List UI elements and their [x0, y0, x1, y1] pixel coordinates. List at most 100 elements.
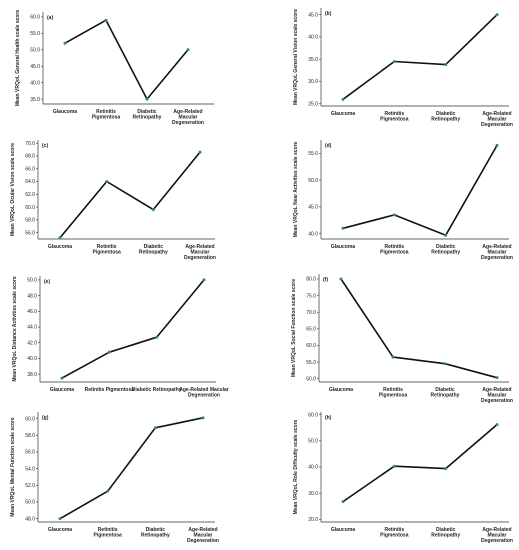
data-point — [444, 467, 448, 471]
x-tick-label: Glaucoma — [331, 527, 355, 533]
y-tick-label: 64.0 — [25, 179, 35, 185]
x-tick-label: Glaucoma — [48, 527, 72, 533]
panel-label: (a) — [47, 15, 53, 21]
y-tick-label: 50.0 — [308, 439, 318, 445]
data-point — [495, 376, 499, 380]
x-tick-label: Age-Related Macular Degeneration — [179, 387, 229, 399]
x-tick-label: Retinitis Pigmentosa — [92, 109, 121, 121]
y-tick-label: 62.0 — [25, 192, 35, 198]
data-point — [495, 143, 499, 147]
x-tick-label: Diabetic Retinopathy — [141, 527, 170, 539]
y-tick-label: 35.0 — [308, 57, 318, 63]
y-tick-label: 55.0 — [30, 31, 40, 37]
x-tick-label: Age-Related Macular Degeneration — [187, 527, 219, 544]
series-line — [340, 278, 498, 379]
x-tick-label: Diabetic Retinopathy — [431, 527, 460, 539]
y-tick-label: 40.0 — [27, 356, 37, 362]
x-tick-label: Age-Related Macular Degeneration — [172, 109, 204, 126]
data-point — [104, 18, 108, 22]
y-tick-label: 60.0 — [306, 343, 316, 349]
x-tick-label: Retinitis Pigmentosa — [92, 244, 121, 256]
data-point — [392, 213, 396, 217]
data-point — [495, 423, 499, 427]
series-line — [342, 423, 498, 503]
data-point — [392, 59, 396, 63]
y-tick-label: 40.0 — [308, 35, 318, 41]
panel-label: (f) — [323, 277, 328, 283]
y-tick-label: 38.0 — [27, 372, 37, 378]
y-tick-label: 75.0 — [306, 293, 316, 299]
chart-panel-8: (h) 20.0 30.0 40.0 50.0 60.0 Mean VRQoL Role D… — [293, 412, 513, 544]
series-line — [64, 19, 189, 100]
x-tick-label: Retinitis Pigmentosa — [379, 387, 408, 399]
y-tick-label: 50.0 — [27, 278, 37, 284]
y-tick-label: 42.0 — [27, 340, 37, 346]
y-tick-label: 48.0 — [25, 516, 35, 522]
series-line — [59, 151, 201, 239]
data-point — [392, 464, 396, 468]
data-point — [341, 226, 345, 230]
y-tick-label: 25.0 — [308, 101, 318, 107]
panel-label: (g) — [42, 415, 49, 421]
y-tick-label: 66.0 — [25, 166, 35, 172]
y-tick-label: 45.0 — [308, 205, 318, 211]
series-line — [59, 417, 204, 520]
x-tick-label: Diabetic Retinopathy — [132, 387, 182, 393]
y-tick-label: 30.0 — [308, 79, 318, 85]
data-point — [58, 236, 62, 240]
y-tick-label: 80.0 — [306, 277, 316, 283]
y-tick-label: 56.0 — [25, 450, 35, 456]
data-point — [202, 278, 206, 282]
data-point — [495, 13, 499, 17]
y-tick-label: 68.0 — [25, 154, 35, 160]
data-point — [105, 180, 109, 184]
x-tick-label: Retinitis Pigmentosa — [380, 244, 409, 256]
x-tick-label: Retinitis Pigmentosa — [85, 387, 135, 393]
data-point — [339, 277, 343, 281]
x-tick-label: Glaucoma — [53, 109, 77, 115]
y-axis-title: Mean VRQoL General Vision scale score — [293, 9, 299, 105]
panel-label: (e) — [44, 279, 50, 285]
y-tick-label: 44.0 — [27, 325, 37, 331]
panel-label: (c) — [42, 143, 48, 149]
y-tick-label: 50.0 — [308, 178, 318, 184]
data-point — [151, 208, 155, 212]
y-tick-label: 65.0 — [306, 327, 316, 333]
y-tick-label: 60.0 — [308, 412, 318, 418]
x-tick-label: Diabetic Retinopathy — [431, 244, 460, 256]
y-tick-label: 58.0 — [25, 218, 35, 224]
y-axis-title: Mean VRQoL Role Difficulty scale score — [293, 419, 299, 514]
data-point — [155, 335, 159, 339]
x-tick-label: Diabetic Retinopathy — [139, 244, 168, 256]
series-line — [342, 14, 498, 100]
y-axis-title: Mean VRQoL Social Function scale score — [291, 279, 297, 377]
x-tick-label: Retinitis Pigmentosa — [380, 111, 409, 123]
data-point — [58, 517, 62, 521]
x-tick-label: Age-Related Macular Degeneration — [481, 527, 513, 544]
data-point — [444, 233, 448, 237]
x-tick-label: Age-Related Macular Degeneration — [481, 244, 513, 261]
y-tick-label: 58.0 — [25, 433, 35, 439]
panel-label: (b) — [325, 11, 332, 17]
data-point — [444, 63, 448, 67]
chart-panel-2: (b) 25.0 30.0 35.0 40.0 45.0 Mean VRQoL Genera… — [293, 8, 513, 128]
x-tick-label: Age-Related Macular Degeneration — [481, 387, 513, 404]
x-tick-label: Diabetic Retinopathy — [431, 387, 460, 399]
data-point — [198, 150, 202, 154]
x-tick-label: Retinitis Pigmentosa — [380, 527, 409, 539]
y-tick-label: 50.0 — [25, 500, 35, 506]
data-point — [106, 489, 110, 493]
x-tick-label: Glaucoma — [329, 387, 353, 393]
chart-panel-5: (e) 38.0 40.0 42.0 44.0 46.0 48.0 50.0 Mean VRQo… — [12, 276, 229, 399]
data-point — [60, 376, 64, 380]
y-tick-label: 45.0 — [30, 64, 40, 70]
y-tick-label: 55.0 — [308, 151, 318, 157]
x-tick-label: Retinitis Pigmentosa — [93, 527, 122, 539]
y-tick-label: 46.0 — [27, 309, 37, 315]
y-tick-label: 40.0 — [308, 465, 318, 471]
y-tick-label: 45.0 — [308, 12, 318, 18]
x-tick-label: Diabetic Retinopathy — [431, 111, 460, 123]
y-axis-title: Mean VRQoL Near Activities scale score — [293, 141, 299, 237]
y-tick-label: 56.0 — [25, 230, 35, 236]
